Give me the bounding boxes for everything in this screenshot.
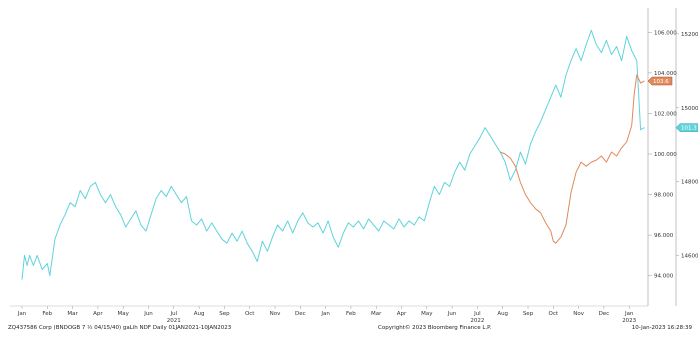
x-tick-label: Oct <box>549 311 559 317</box>
x-tick-label: Feb <box>346 311 356 317</box>
last-value-label-0: 101.3 <box>681 126 697 132</box>
x-tick-label: Apr <box>397 311 407 317</box>
x-tick-label: Jul <box>169 311 177 317</box>
x-tick-label: Oct <box>245 311 255 317</box>
x-tick-label: Apr <box>93 311 103 317</box>
left-tick-label: 104.000 <box>654 71 677 77</box>
x-tick-label: May <box>421 311 433 317</box>
right-tick-label: 15200 <box>681 32 698 38</box>
left-tick-label: 98.000 <box>654 193 674 199</box>
x-tick-label: Nov <box>270 311 281 317</box>
series-line-1 <box>500 74 645 244</box>
x-tick-label: Aug <box>497 311 508 317</box>
x-year-label: 2023 <box>622 318 636 324</box>
right-tick-label: 14600 <box>681 254 698 260</box>
series-layer <box>21 29 645 280</box>
x-tick-label: Dec <box>599 311 610 317</box>
x-tick-label: Dec <box>295 311 306 317</box>
footer-security-info: ZQ437586 Corp (BNDOGB 7 ½ 04/15/40) gaLi… <box>8 325 232 331</box>
x-tick-label: Sep <box>523 311 534 317</box>
x-tick-label: Jan <box>17 311 27 317</box>
series-line-0 <box>21 29 645 280</box>
x-tick-label: Aug <box>194 311 205 317</box>
left-tick-label: 106.000 <box>654 30 677 36</box>
x-tick-label: Sep <box>219 311 230 317</box>
left-tick-label: 94.000 <box>654 274 674 280</box>
last-value-tag-1 <box>647 76 673 86</box>
x-tick-label: Jun <box>143 311 153 317</box>
x-tick-label: May <box>118 311 130 317</box>
x-tick-label: Nov <box>573 311 584 317</box>
x-year-label: 2022 <box>470 318 484 324</box>
x-tick-label: Jan <box>624 311 634 317</box>
x-tick-label: Mar <box>67 311 78 317</box>
x-tick-label: Jan <box>320 311 330 317</box>
footer-copyright: Copyright© 2023 Bloomberg Finance L.P. <box>378 325 492 331</box>
right-tick-label: 14800 <box>681 180 698 186</box>
x-tick-label: Mar <box>371 311 382 317</box>
label-layer: 101.3 103.6 <box>647 76 698 132</box>
x-tick-label: Jun <box>447 311 457 317</box>
footer-timestamp: 10-Jan-2023 16:28:39 <box>631 325 692 331</box>
axis-layer: Jan Feb Mar Apr May Jun Jul Aug Sep Oct Nov Dec Jan F… <box>10 8 698 324</box>
x-tick-label: Jul <box>473 311 481 317</box>
x-year-label: 2021 <box>167 318 181 324</box>
last-value-tag-0 <box>675 123 698 132</box>
left-tick-label: 102.000 <box>654 111 677 117</box>
x-tick-label: Feb <box>42 311 52 317</box>
left-tick-label: 100.000 <box>654 152 677 158</box>
left-tick-label: 96.000 <box>654 233 674 239</box>
right-tick-label: 15000 <box>681 106 698 112</box>
last-value-label-1: 103.6 <box>653 79 669 85</box>
